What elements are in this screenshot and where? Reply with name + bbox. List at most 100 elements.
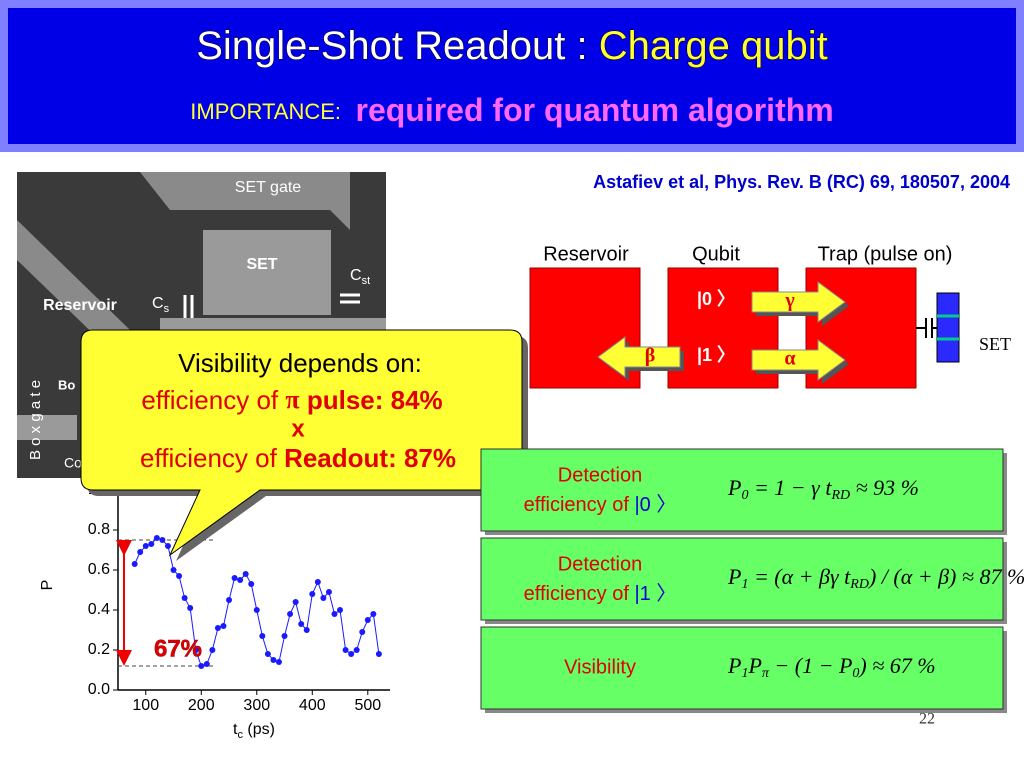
formula-part: ≈ 93 % (850, 475, 919, 500)
data-point (259, 633, 266, 639)
x-axis-label: tc (ps) (233, 721, 275, 741)
rate-label: β (645, 345, 656, 367)
data-point (192, 647, 199, 653)
data-point (153, 535, 160, 541)
formula-part: ) / (α + β) ≈ 87 % (867, 564, 1024, 589)
data-point (281, 633, 288, 639)
data-point (292, 599, 299, 605)
state-label: |1 〉 (697, 345, 735, 365)
data-point (142, 543, 149, 549)
data-point (337, 607, 344, 613)
box-label: Visibility (564, 656, 636, 678)
text-run: s (164, 303, 170, 315)
micro-label: Co (64, 455, 82, 471)
state-label: |0 〉 (697, 289, 735, 309)
coupling-capacitor (916, 318, 940, 338)
formula-subscript: 0 (852, 666, 859, 681)
data-point (131, 561, 138, 567)
micro-gate (17, 415, 77, 440)
subtitle-label: IMPORTANCE: (190, 99, 341, 124)
data-point (370, 611, 377, 617)
data-point (253, 607, 260, 613)
diagram-column: Reservoir (543, 243, 629, 265)
data-point (159, 537, 166, 543)
micro-label: SET (246, 256, 277, 273)
data-point (342, 647, 349, 653)
micro-box-gate: B o x g a t e (27, 380, 44, 460)
data-point (287, 611, 294, 617)
text-run: C (350, 267, 362, 284)
box-label: efficiency of |0 〉 (524, 494, 677, 516)
micro-reservoir (17, 220, 130, 350)
data-point (137, 549, 144, 555)
formula: P1Pπ − (1 − P0) ≈ 67 % (727, 653, 936, 681)
box-label-part: efficiency of (524, 583, 635, 605)
data-point (176, 573, 183, 579)
data-point (325, 589, 332, 595)
data-point (148, 541, 155, 547)
text-run: C (152, 295, 164, 312)
data-point (209, 647, 216, 653)
formula-box (480, 626, 1004, 710)
micro-set-island (203, 230, 331, 315)
rate-label: γ (784, 290, 795, 312)
formula-part: = 1 − γ t (748, 475, 832, 500)
text-run: pulse: 84% (300, 385, 443, 415)
text-run: π (285, 385, 299, 414)
data-point (331, 611, 338, 617)
y-tick-label: 0.2 (88, 641, 110, 658)
set-detector (936, 292, 960, 363)
x-tick-label: 100 (132, 697, 159, 714)
formula-box (480, 448, 1004, 532)
callout-heading: Visibility depends on: (178, 348, 422, 378)
annotation: 67% (154, 635, 202, 662)
subtitle: IMPORTANCE: required for quantum algorit… (190, 92, 833, 128)
x-axis-label-part: (ps) (243, 721, 275, 738)
title-highlight: Charge qubit (599, 24, 828, 68)
data-point (220, 623, 227, 629)
box-label: Detection (558, 553, 643, 575)
data-point (187, 605, 194, 611)
formula-subscript: 1 (741, 577, 748, 592)
data-point (231, 575, 238, 581)
micro-label: Bo (58, 377, 75, 392)
callout-line: efficiency of π pulse: 84% (141, 385, 442, 415)
formula-subscript: RD (830, 488, 850, 503)
data-point (242, 571, 249, 577)
data-point (164, 543, 171, 549)
formula-part: P (727, 653, 741, 678)
text-run: st (362, 275, 371, 287)
page-number: 22 (919, 711, 935, 728)
box-label: Detection (558, 464, 643, 486)
data-point (270, 657, 277, 663)
y-axis-label: P (39, 580, 56, 591)
title-main: Single-Shot Readout : (196, 24, 587, 68)
data-point (203, 661, 210, 667)
data-point (170, 567, 177, 573)
data-point (198, 663, 205, 669)
micro-capacitor (183, 293, 360, 318)
set-junctions (937, 314, 959, 341)
formula: P0 = 1 − γ tRD ≈ 93 % (727, 475, 919, 503)
diagram-column: Qubit (692, 243, 740, 265)
title: Single-Shot Readout : Charge qubit (196, 24, 828, 68)
data-point (181, 595, 188, 601)
box-label-part: efficiency of (524, 494, 635, 516)
data-point (298, 621, 305, 627)
data-point (275, 659, 282, 665)
callout (80, 329, 523, 557)
data-point (264, 651, 271, 657)
y-tick-label: 0.0 (88, 681, 110, 698)
formula-part: = (α + βγ t (748, 564, 851, 589)
detector-label: SET (979, 334, 1011, 354)
data-point (303, 627, 310, 633)
formula-part: P (747, 653, 761, 678)
callout-line: efficiency of Readout: 87% (140, 443, 456, 473)
micro-label: SET gate (235, 179, 302, 196)
text-run: efficiency of (141, 385, 285, 415)
data-point (375, 651, 382, 657)
formula-part: ) ≈ 67 % (857, 653, 935, 678)
